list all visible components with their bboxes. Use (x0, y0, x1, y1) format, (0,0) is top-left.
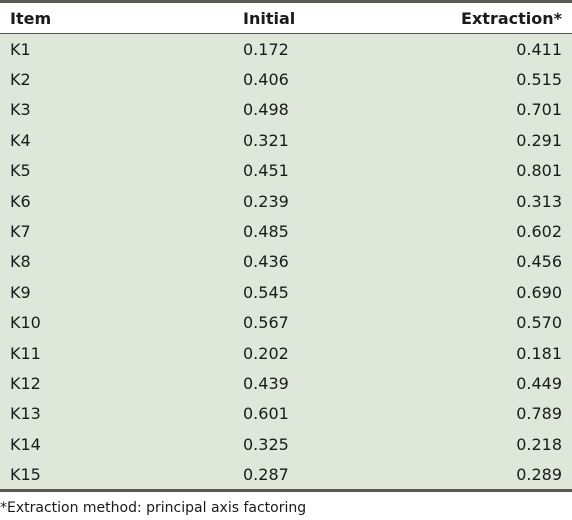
cell-extraction: 0.181 (516, 343, 562, 363)
header-initial: Initial (170, 3, 453, 34)
cell-extraction: 0.602 (516, 222, 562, 242)
table-row: K13 0.601 0.789 (0, 399, 572, 429)
table-row: K15 0.287 0.289 (0, 459, 572, 489)
cell-initial: 0.601 (243, 404, 289, 424)
cell-initial: 0.567 (243, 313, 289, 333)
cell-item: K3 (10, 100, 31, 120)
cell-item: K9 (10, 282, 31, 302)
cell-item: K6 (10, 191, 31, 211)
cell-extraction: 0.515 (516, 70, 562, 90)
cell-item: K8 (10, 252, 31, 272)
cell-initial: 0.485 (243, 222, 289, 242)
cell-initial: 0.439 (243, 373, 289, 393)
table-row: K6 0.239 0.313 (0, 186, 572, 216)
cell-extraction: 0.701 (516, 100, 562, 120)
footnote: *Extraction method: principal axis facto… (0, 500, 307, 516)
table-row: K10 0.567 0.570 (0, 308, 572, 338)
cell-initial: 0.325 (243, 434, 289, 454)
cell-extraction: 0.456 (516, 252, 562, 272)
cell-initial: 0.172 (243, 39, 289, 59)
cell-extraction: 0.218 (516, 434, 562, 454)
cell-extraction: 0.411 (516, 39, 562, 59)
table-row: K5 0.451 0.801 (0, 156, 572, 186)
cell-initial: 0.202 (243, 343, 289, 363)
table-row: K8 0.436 0.456 (0, 247, 572, 277)
table-row: K2 0.406 0.515 (0, 64, 572, 94)
cell-extraction: 0.789 (516, 404, 562, 424)
header-extraction: Extraction* (453, 3, 572, 34)
table-row: K4 0.321 0.291 (0, 125, 572, 155)
cell-initial: 0.287 (243, 465, 289, 485)
cell-item: K7 (10, 222, 31, 242)
table-body: K1 0.172 0.411 K2 0.406 0.515 K3 0.498 0.701 K4 0.… (0, 34, 572, 490)
cell-item: K10 (10, 313, 41, 333)
communalities-table: Item Initial Extraction* K1 0.172 0.411 K2 0… (0, 3, 572, 490)
cell-item: K2 (10, 70, 31, 90)
cell-item: K15 (10, 465, 41, 485)
cell-item: K11 (10, 343, 41, 363)
table-row: K11 0.202 0.181 (0, 338, 572, 368)
cell-initial: 0.498 (243, 100, 289, 120)
cell-extraction: 0.690 (516, 282, 562, 302)
table-row: K14 0.325 0.218 (0, 429, 572, 459)
communalities-table-container: Item Initial Extraction* K1 0.172 0.411 K2 0… (0, 0, 572, 492)
cell-item: K1 (10, 39, 31, 59)
cell-initial: 0.406 (243, 70, 289, 90)
cell-item: K14 (10, 434, 41, 454)
table-row: K12 0.439 0.449 (0, 368, 572, 398)
cell-initial: 0.436 (243, 252, 289, 272)
cell-initial: 0.239 (243, 191, 289, 211)
cell-extraction: 0.313 (516, 191, 562, 211)
table-row: K3 0.498 0.701 (0, 95, 572, 125)
table-row: K1 0.172 0.411 (0, 34, 572, 65)
cell-item: K12 (10, 373, 41, 393)
cell-item: K5 (10, 161, 31, 181)
header-item: Item (0, 3, 170, 34)
cell-initial: 0.545 (243, 282, 289, 302)
cell-extraction: 0.449 (516, 373, 562, 393)
cell-initial: 0.321 (243, 130, 289, 150)
table-row: K7 0.485 0.602 (0, 216, 572, 246)
table-row: K9 0.545 0.690 (0, 277, 572, 307)
cell-extraction: 0.570 (516, 313, 562, 333)
header-row: Item Initial Extraction* (0, 3, 572, 34)
cell-item: K4 (10, 130, 31, 150)
cell-item: K13 (10, 404, 41, 424)
cell-extraction: 0.289 (516, 465, 562, 485)
cell-initial: 0.451 (243, 161, 289, 181)
cell-extraction: 0.801 (516, 161, 562, 181)
cell-extraction: 0.291 (516, 130, 562, 150)
